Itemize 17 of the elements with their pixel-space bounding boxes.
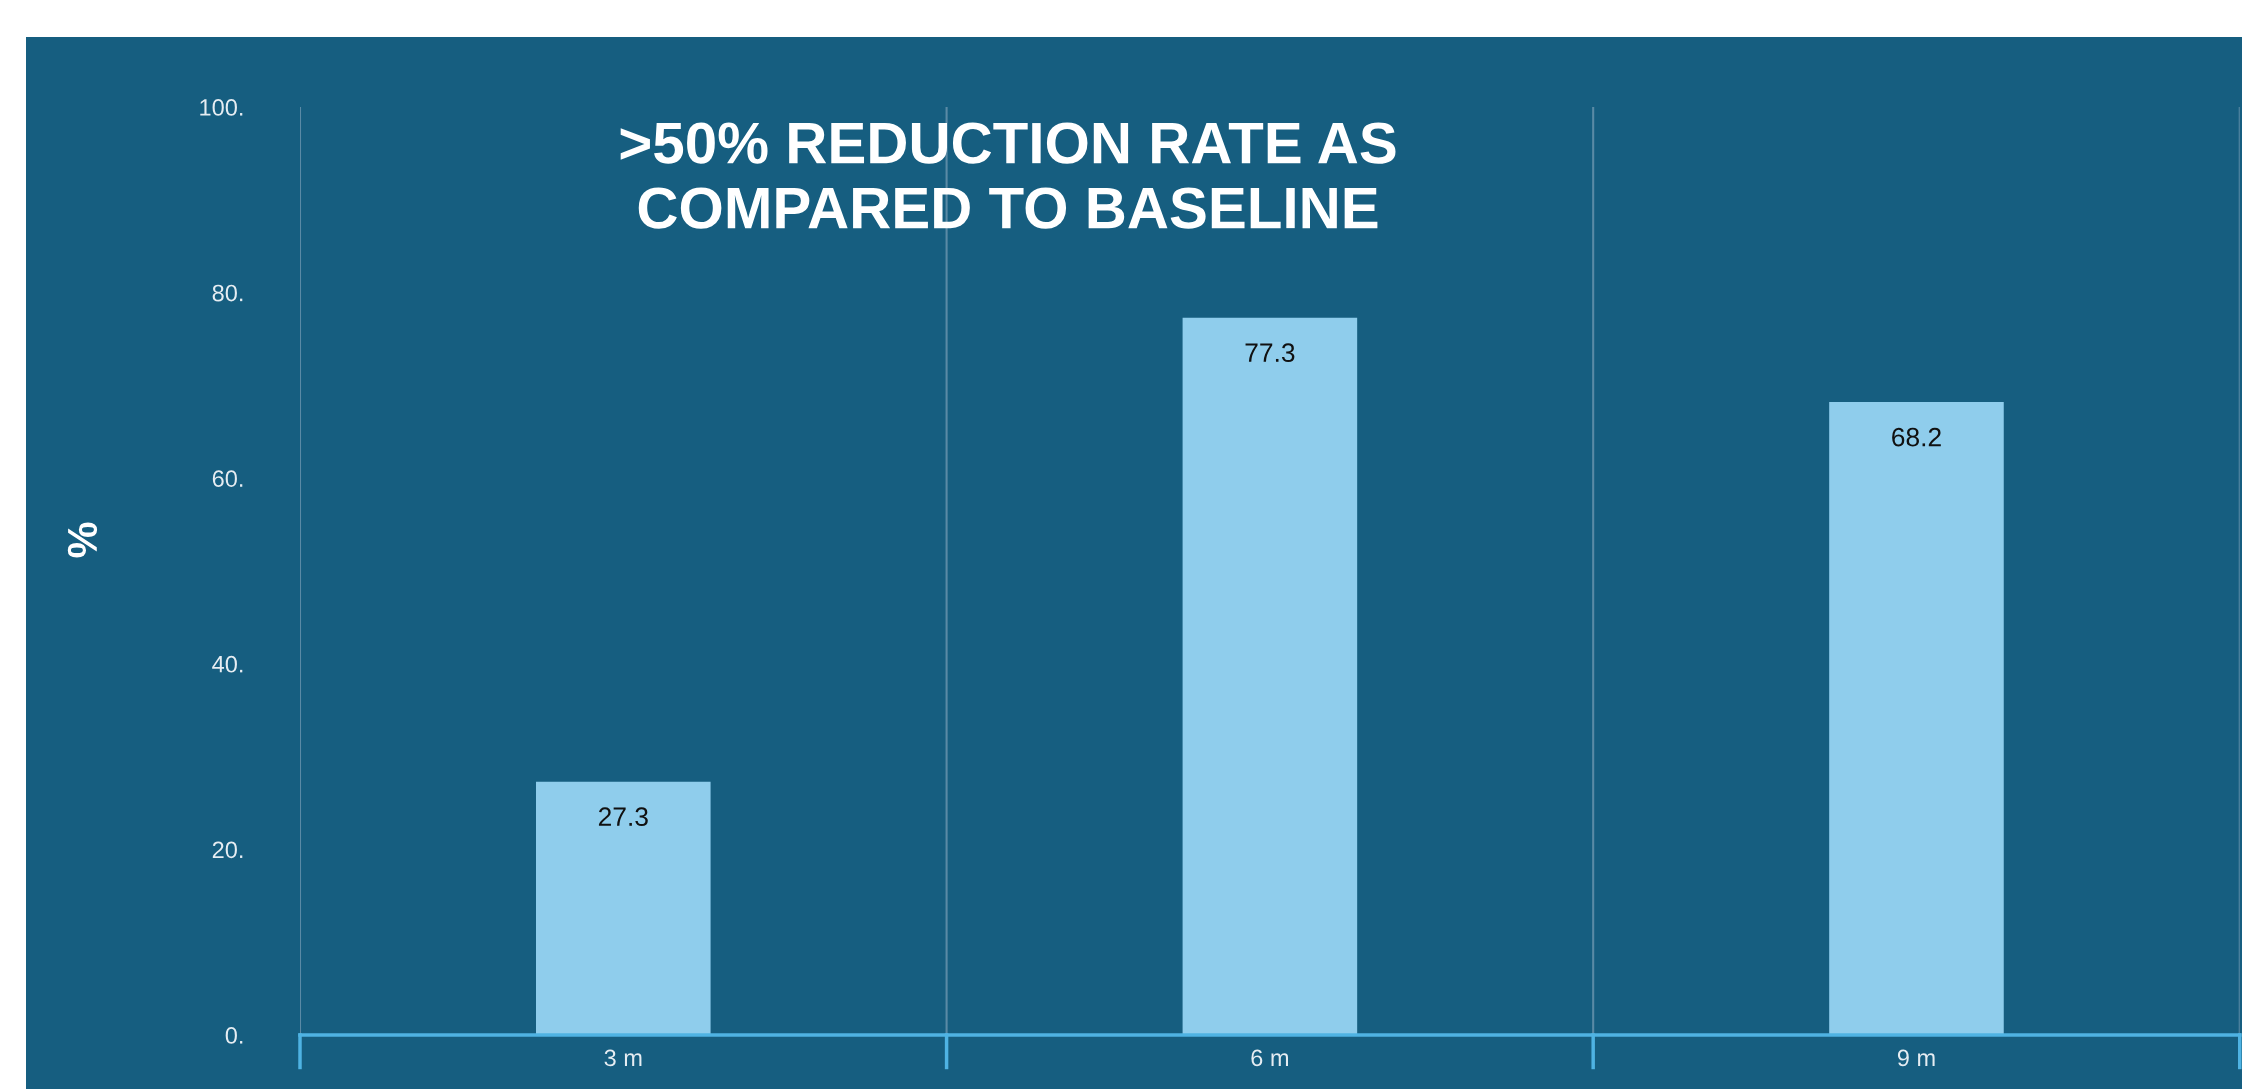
y-tick-label: 40. (212, 655, 243, 673)
y-tick-label: 20. (212, 841, 243, 859)
bar (1829, 402, 2004, 1035)
x-tick-label: 3 m (604, 1049, 642, 1067)
bar (536, 781, 711, 1035)
y-tick-label: 80. (212, 284, 243, 302)
y-axis-title: % (67, 522, 98, 558)
data-label: 27.3 (598, 807, 648, 827)
bar (1182, 317, 1358, 1035)
y-tick-label: 60. (212, 470, 243, 487)
x-tick-label: 6 m (1251, 1049, 1288, 1067)
data-label: 68.2 (1892, 427, 1941, 447)
y-tick-label: 100. (200, 99, 243, 116)
x-tick-label: 9 m (1897, 1049, 1935, 1067)
y-tick-label: 0. (225, 1027, 243, 1044)
data-label: 77.3 (1245, 343, 1295, 363)
text: >50% REDUCTION RATE AS COMPARED TO BASELINE (620, 122, 1396, 229)
